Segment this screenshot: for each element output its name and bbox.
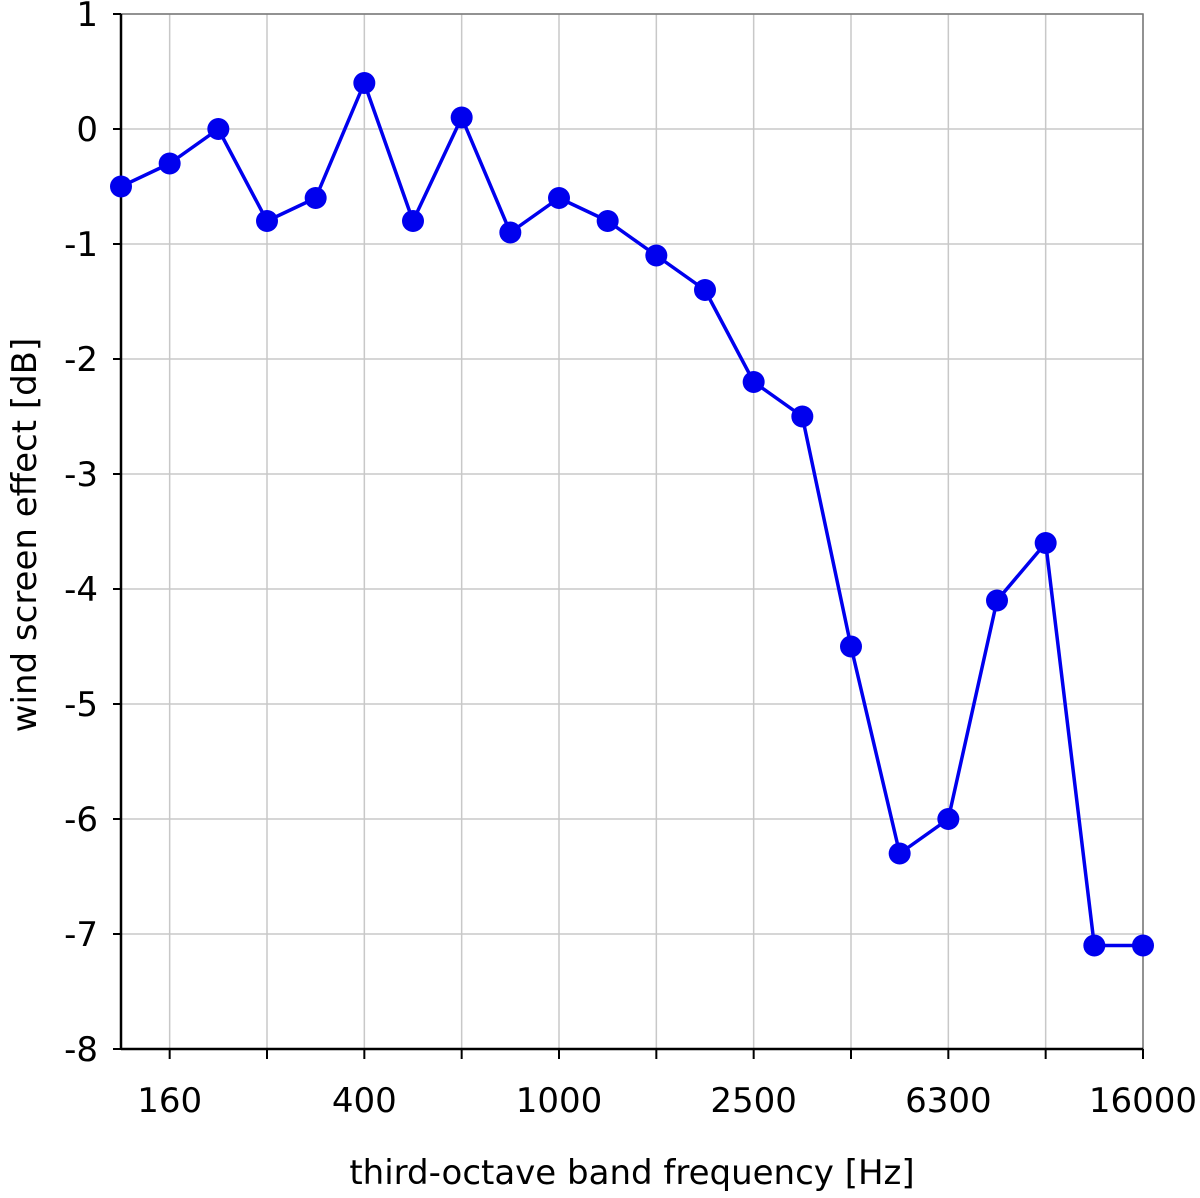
data-point — [256, 210, 278, 232]
grid — [121, 13, 1144, 1050]
data-point — [207, 118, 230, 140]
data-point — [742, 371, 765, 393]
y-tick-label: -4 — [64, 570, 98, 610]
series-line — [120, 81, 1143, 948]
data-point — [304, 187, 327, 209]
x-tick-label: 16000 — [1089, 1081, 1197, 1121]
data-point — [888, 842, 911, 865]
data-point — [499, 221, 522, 244]
x-tick-label: 6300 — [905, 1081, 992, 1121]
plot-frame — [120, 13, 1144, 1050]
data-point — [1132, 934, 1154, 957]
data-point — [548, 187, 570, 209]
y-tick-label: -6 — [64, 800, 98, 840]
y-tick-label: -7 — [64, 915, 98, 955]
y-tick-label: -3 — [64, 455, 98, 495]
y-tick-label: 1 — [76, 0, 98, 35]
data-point — [402, 210, 424, 232]
x-tick-label: 1000 — [516, 1081, 603, 1121]
x-axis-title: third-octave band frequency [Hz] — [349, 1153, 914, 1193]
data-point — [1034, 532, 1057, 554]
y-tick-label: 0 — [76, 110, 98, 150]
y-tick-label: -2 — [64, 340, 98, 380]
x-tick-label: 160 — [137, 1081, 202, 1121]
y-tick-label: -1 — [64, 225, 98, 265]
y-tick-label: -5 — [64, 685, 98, 725]
data-point — [158, 152, 181, 175]
data-point — [645, 244, 668, 267]
data-point — [450, 106, 473, 129]
data-point — [986, 589, 1008, 612]
data-point — [596, 210, 619, 232]
data-point — [937, 808, 960, 830]
data-point — [353, 72, 376, 94]
series-group — [110, 72, 1154, 957]
data-point — [694, 279, 716, 301]
y-axis-title: wind screen effect [dB] — [5, 338, 45, 733]
x-tick-label: 2500 — [710, 1081, 797, 1121]
data-point — [791, 405, 814, 428]
y-tick-label: -8 — [64, 1030, 98, 1070]
x-tick-label: 400 — [332, 1081, 397, 1121]
axis-ticks: 1 0 -1 -2 -3 -4 -5 -6 -7 -8 160 400 1000 2500 6300 1600… — [64, 0, 1197, 1121]
data-point — [1083, 934, 1106, 957]
data-point — [110, 175, 132, 198]
data-point — [840, 635, 862, 658]
